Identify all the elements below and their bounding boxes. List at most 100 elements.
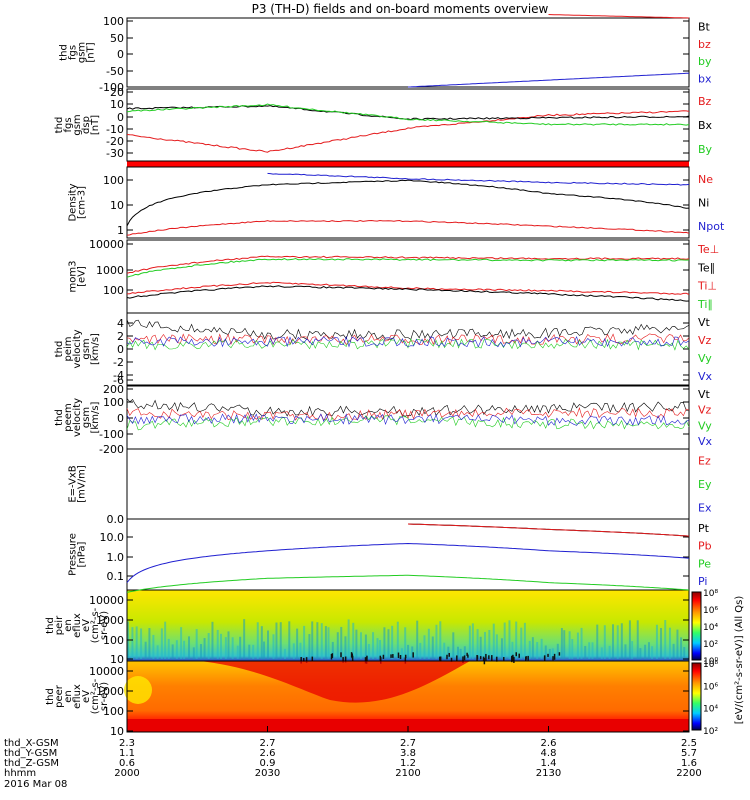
x-row-value: 0.6: [119, 758, 135, 769]
ion-spectrogram-cell: [672, 643, 675, 659]
y-tick-label: 100: [103, 174, 124, 187]
ion-spectrogram-cell: [620, 623, 623, 659]
ion-spectrogram-dropout: [311, 656, 314, 661]
ion-spectrogram-cell: [183, 640, 186, 659]
ion-spectrogram-cell: [164, 621, 167, 659]
y-tick-label: 1000: [96, 614, 124, 627]
ion-spectrogram-cell: [476, 629, 479, 659]
ion-spectrogram-cell: [231, 637, 234, 659]
y-axis-label: thd: [45, 617, 56, 634]
panel-4: 10000 1000 100 mom3[eV] Te⊥ Te∥ Ti⊥ Ti∥: [68, 238, 719, 314]
ion-spectrogram-dropout: [342, 657, 344, 663]
x-row-value: 1.6: [681, 758, 697, 769]
y-axis-label: Density: [68, 183, 79, 221]
colorbar-label: [eV/(cm²-s-sr-eV)] (All Qs): [734, 596, 745, 725]
ion-spectrogram-dropout: [439, 656, 442, 662]
y-axis-label: [mV/m]: [77, 465, 88, 503]
ion-spectrogram-cell: [503, 622, 506, 659]
ion-spectrogram-cell: [367, 644, 370, 659]
ion-spectrogram-cell: [267, 630, 270, 659]
ion-spectrogram-cell: [511, 641, 514, 659]
ion-spectrogram-cell: [528, 640, 531, 659]
ion-spectrogram-dropout: [412, 652, 414, 658]
x-row-value: 2.6: [260, 748, 276, 759]
ion-spectrogram-cell: [568, 631, 571, 659]
ion-spectrogram-cell: [584, 645, 587, 659]
ion-spectrogram-cell: [483, 631, 486, 659]
x-row-value: 2000: [114, 768, 139, 779]
y-axis-label: [km/s]: [90, 401, 101, 433]
ion-spectrogram-dropout: [397, 652, 400, 659]
ion-spectrogram-cell: [651, 646, 654, 659]
series-Ti⊥: [126, 255, 690, 274]
ion-spectrogram-cell: [544, 645, 547, 659]
series-Bz: [126, 110, 690, 153]
colorbar-tick-label: 10⁴: [703, 705, 718, 715]
ion-spectrogram-cell: [624, 644, 627, 659]
panel-frame: [126, 239, 690, 314]
y-tick-label: 0: [117, 412, 124, 425]
y-axis-label: eV: [81, 690, 92, 703]
ion-spectrogram-cell: [556, 643, 559, 659]
ion-spectrogram-cell: [135, 626, 138, 659]
colorbar-tick-label: 10²: [703, 727, 718, 737]
legend-entry: Vx: [698, 435, 713, 448]
ion-spectrogram-cell: [616, 625, 619, 659]
y-axis-label: sr-eV): [99, 682, 110, 711]
y-tick-label: 100: [103, 15, 124, 28]
y-tick-label: -2: [113, 356, 124, 369]
panel-8-series: [126, 523, 690, 593]
y-tick-label: 1000: [96, 685, 124, 698]
flag-bar: [127, 161, 689, 167]
series-bz: [548, 14, 690, 19]
ion-spectrogram-dropout: [547, 653, 549, 657]
y-tick-label: -20: [106, 135, 124, 148]
y-axis-label: thd: [45, 688, 56, 705]
y-tick-label: 0.0: [107, 513, 125, 526]
series-Pe: [126, 574, 690, 593]
x-row-label: thd_Y-GSM: [4, 748, 57, 759]
ion-spectrogram-dropout: [479, 656, 482, 660]
ion-spectrogram-dropout: [512, 654, 514, 661]
x-row-value: 0.9: [260, 758, 276, 769]
ion-spectrogram-dropout: [527, 655, 529, 661]
ion-spectrogram-dropout: [485, 653, 487, 661]
y-tick-label: 20: [110, 86, 124, 99]
y-tick-label: 4: [117, 317, 124, 330]
colorbar-2: [691, 662, 702, 731]
ion-spectrogram-cell: [423, 635, 426, 659]
ion-spectrogram-dropout: [404, 654, 407, 659]
series-Vy: [126, 415, 690, 431]
ion-spectrogram-cell: [144, 641, 147, 659]
x-row-value: 2100: [395, 768, 420, 779]
y-tick-label: 10000: [89, 594, 124, 607]
ion-spectrogram-dropout: [340, 652, 342, 658]
ion-spectrogram-cell: [596, 624, 599, 659]
y-axis-label: [cm-3]: [77, 186, 88, 219]
ion-spectrogram-cell: [148, 628, 151, 659]
legend-entry: Pe: [698, 557, 711, 570]
y-tick-label: -30: [106, 147, 124, 160]
y-axis-label: sr-eV): [99, 611, 110, 640]
ion-spectrogram-cell: [419, 642, 422, 659]
colorbar-tick-label: 10⁴: [703, 623, 718, 633]
y-tick-label: -200: [99, 443, 124, 456]
ion-spectrogram-cell: [192, 647, 195, 659]
ion-spectrogram-dropout: [399, 654, 402, 659]
series-Vt: [126, 319, 690, 340]
ion-spectrogram-cell: [531, 637, 534, 659]
panel-5-series: [126, 319, 690, 351]
ion-spectrogram-cell: [316, 622, 319, 659]
series-Vx: [126, 335, 690, 348]
legend-entry: Vx: [698, 370, 713, 383]
ion-spectrogram-cell: [299, 642, 302, 659]
ion-spectrogram-cell: [608, 645, 611, 659]
y-axis-label: (cm²-s-: [90, 678, 101, 714]
y-tick-label: 10000: [89, 665, 124, 678]
ion-spectrogram-cell: [216, 629, 219, 659]
y-axis-label: eV: [81, 619, 92, 632]
y-tick-label: -100: [99, 81, 124, 94]
ion-spectrogram-cell: [263, 641, 266, 659]
ion-spectrogram-dropout: [491, 655, 493, 661]
